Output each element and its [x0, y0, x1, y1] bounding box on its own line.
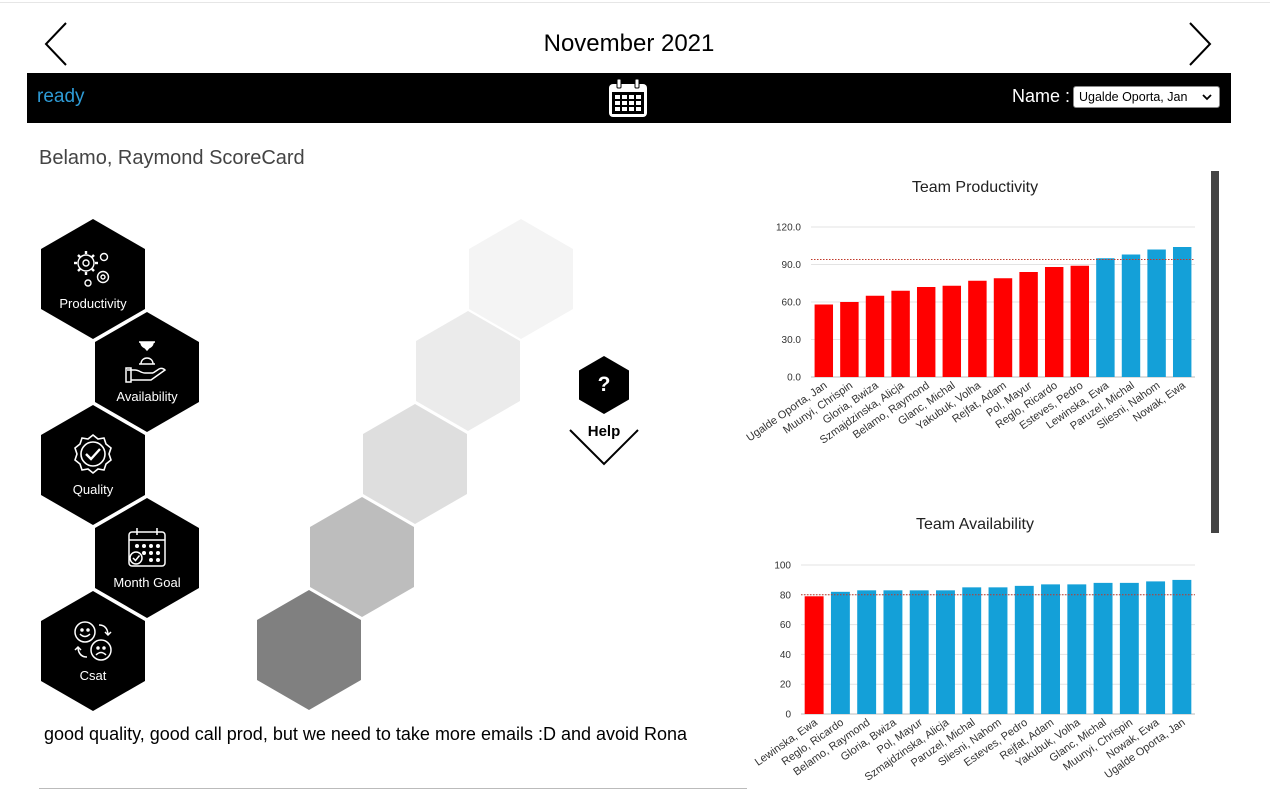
- top-border: [0, 2, 1270, 3]
- productivity-label: Productivity: [59, 296, 127, 311]
- bar[interactable]: [804, 596, 824, 714]
- badge-check-icon: [74, 433, 112, 475]
- y-tick-label: 80: [780, 590, 792, 601]
- calendar-check-icon: [128, 528, 166, 567]
- hourglass-hand-icon: [125, 341, 167, 383]
- chevron-down-icon: [569, 429, 639, 466]
- bar[interactable]: [1147, 249, 1166, 378]
- bar[interactable]: [1119, 582, 1139, 714]
- help-question-icon: ?: [579, 356, 629, 414]
- y-tick-label: 90.0: [782, 260, 802, 271]
- bar[interactable]: [1146, 581, 1166, 714]
- scorecard-comment: good quality, good call prod, but we nee…: [44, 724, 688, 744]
- bar[interactable]: [865, 295, 885, 377]
- bar[interactable]: [1041, 584, 1060, 714]
- month-goal-button[interactable]: Month Goal: [95, 498, 199, 618]
- bar[interactable]: [909, 590, 929, 714]
- bar[interactable]: [1014, 585, 1034, 714]
- calendar-icon[interactable]: [607, 77, 649, 119]
- chevron-right-icon: [1189, 22, 1212, 66]
- bar[interactable]: [1096, 258, 1115, 377]
- bar[interactable]: [916, 287, 936, 377]
- csat-button[interactable]: Csat: [41, 591, 145, 711]
- team-availability-chart: Team Availability 0 20 40 60 80 100 Lewinska, …: [745, 508, 1205, 795]
- y-tick-label: 30.0: [782, 335, 802, 346]
- level-hex-5: [257, 590, 361, 710]
- bar[interactable]: [857, 590, 877, 714]
- bar[interactable]: [993, 278, 1013, 377]
- availability-button[interactable]: Availability: [95, 312, 199, 432]
- y-tick-label: 0: [785, 710, 791, 721]
- bar[interactable]: [936, 590, 955, 714]
- scorecard-title: Belamo, Raymond ScoreCard: [39, 147, 305, 169]
- chart-title: Team Availability: [916, 516, 1034, 533]
- help-button[interactable]: ? Help: [568, 356, 640, 468]
- next-month-button[interactable]: [1178, 20, 1224, 68]
- gears-icon: [74, 251, 110, 287]
- quality-label: Quality: [72, 482, 114, 497]
- chevron-down-icon: [1202, 94, 1212, 101]
- bar[interactable]: [1019, 272, 1038, 377]
- month-title: November 2021: [543, 30, 715, 57]
- y-tick-label: 20: [780, 680, 792, 691]
- bar[interactable]: [962, 587, 982, 714]
- y-tick-label: 120.0: [776, 223, 801, 234]
- bar[interactable]: [1172, 579, 1192, 714]
- y-tick-label: 60.0: [782, 298, 802, 309]
- happy-sad-faces-icon: [74, 621, 112, 661]
- bar[interactable]: [840, 302, 859, 377]
- toolbar: ready Name : Ugalde Oporta, Jan: [27, 73, 1231, 123]
- divider: [39, 788, 747, 789]
- csat-label: Csat: [79, 668, 107, 683]
- team-productivity-chart: Team Productivity 0.0 30.0 60.0 90.0 120.0 Ug…: [745, 171, 1205, 471]
- y-tick-label: 100: [774, 561, 791, 572]
- previous-month-button[interactable]: [40, 20, 86, 68]
- chart-title: Team Productivity: [911, 179, 1039, 196]
- name-label: Name :: [1012, 86, 1071, 106]
- productivity-button[interactable]: Productivity: [41, 219, 145, 339]
- bar[interactable]: [1093, 582, 1113, 714]
- y-tick-label: 40: [780, 650, 792, 661]
- name-select[interactable]: Ugalde Oporta, Jan: [1073, 86, 1220, 108]
- month-goal-label: Month Goal: [113, 575, 181, 590]
- bar[interactable]: [1067, 584, 1087, 714]
- bar[interactable]: [814, 304, 834, 378]
- bar[interactable]: [1044, 267, 1064, 377]
- quality-button[interactable]: Quality: [41, 405, 145, 525]
- scrollbar[interactable]: [1211, 171, 1219, 533]
- bar[interactable]: [1121, 254, 1141, 378]
- bar[interactable]: [968, 280, 987, 377]
- bar[interactable]: [988, 587, 1008, 714]
- level-hex-3: [363, 404, 467, 524]
- bar[interactable]: [883, 590, 903, 714]
- bar[interactable]: [891, 290, 910, 377]
- availability-label: Availability: [116, 389, 178, 404]
- bar[interactable]: [942, 285, 962, 377]
- y-tick-label: 60: [780, 620, 792, 631]
- y-tick-label: 0.0: [787, 373, 801, 384]
- chevron-left-icon: [44, 22, 67, 66]
- level-hex-2: [416, 311, 520, 431]
- name-select-value: Ugalde Oporta, Jan: [1079, 90, 1188, 104]
- help-label: Help: [587, 423, 621, 440]
- bar[interactable]: [1172, 247, 1192, 377]
- bar[interactable]: [1070, 265, 1090, 377]
- status-text: ready: [37, 86, 85, 107]
- level-hex-4: [310, 497, 414, 617]
- bar[interactable]: [830, 591, 850, 714]
